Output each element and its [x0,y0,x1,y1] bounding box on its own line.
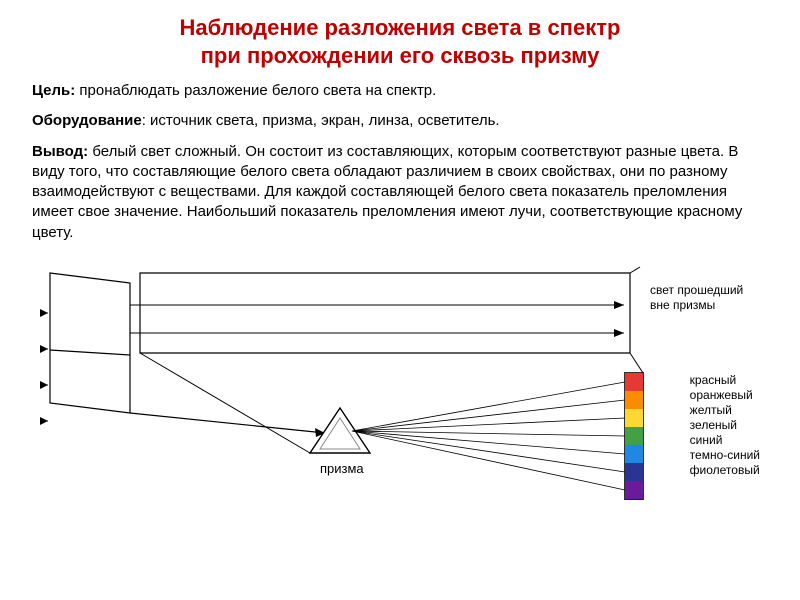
conclusion-text: белый свет сложный. Он состоит из состав… [32,143,742,241]
equipment-line: Оборудование: источник света, призма, эк… [32,111,768,131]
spectrum-label: зеленый [690,418,760,433]
spectrum-label: синий [690,433,760,448]
equipment-label: Оборудование [32,112,142,129]
light-outside-prism-label: свет прошедший вне призмы [650,283,760,313]
spectrum-color-labels: красныйоранжевыйжелтыйзеленыйсинийтемно-… [690,373,760,478]
title-line1: Наблюдение разложения света в спектр [180,15,621,40]
spectrum-label: оранжевый [690,388,760,403]
conclusion-label: Вывод: [32,143,88,160]
spectrum-label: фиолетовый [690,463,760,478]
spectrum-label: темно-синий [690,448,760,463]
prism-diagram: свет прошедший вне призмы красныйоранжев… [40,253,760,513]
goal-label: Цель: [32,82,75,99]
equipment-text: : источник света, призма, экран, линза, … [142,112,500,129]
goal-line: Цель: пронаблюдать разложение белого све… [32,81,768,101]
page-title: Наблюдение разложения света в спектр при… [32,14,768,69]
goal-text: пронаблюдать разложение белого света на … [75,82,436,99]
prism-label: призма [320,461,364,476]
title-line2: при прохождении его сквозь призму [201,43,600,68]
conclusion-para: Вывод: белый свет сложный. Он состоит из… [32,142,768,243]
spectrum-label: красный [690,373,760,388]
spectrum-label: желтый [690,403,760,418]
